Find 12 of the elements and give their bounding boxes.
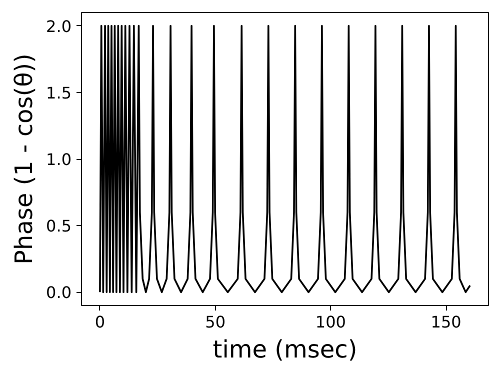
y-axis-title: Phase (1 - cos(θ)) <box>10 54 38 264</box>
line-series <box>99 24 471 294</box>
x-tick-label: 0 <box>94 312 106 332</box>
x-tick-label: 150 <box>430 312 462 332</box>
x-tick-label: 100 <box>315 312 346 332</box>
y-tick-label: 1.5 <box>46 83 72 102</box>
y-tick-label: 0.5 <box>46 216 72 236</box>
y-tick-label: 1.0 <box>46 150 72 169</box>
y-tick-label: 0.0 <box>46 283 72 302</box>
x-axis-title: time (msec) <box>212 336 358 364</box>
x-tick-label: 50 <box>205 312 226 332</box>
y-tick-label: 2.0 <box>46 16 72 36</box>
